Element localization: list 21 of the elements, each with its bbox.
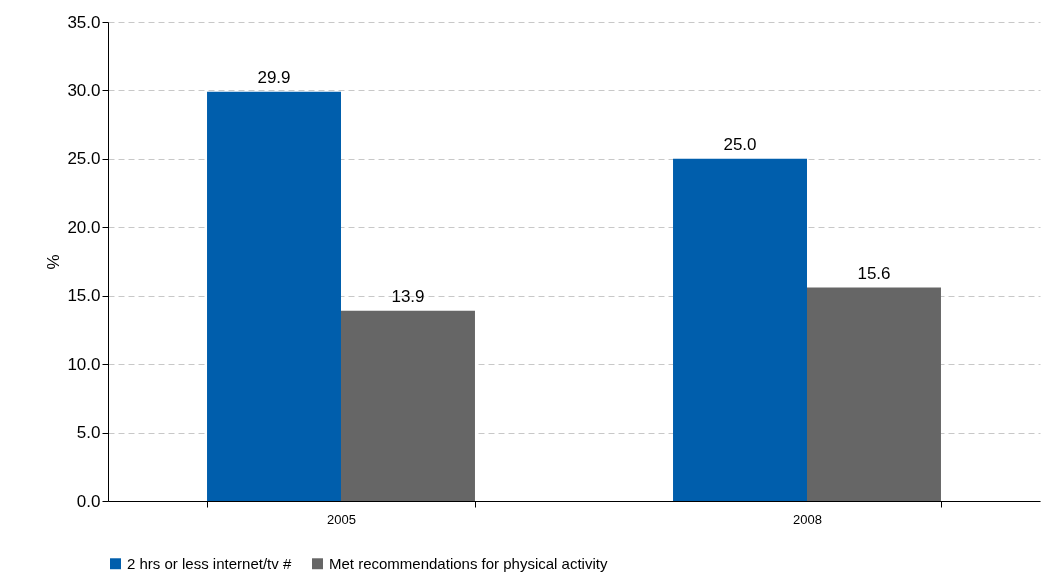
bar <box>807 287 941 501</box>
y-tick-label: 10.0 <box>67 354 101 374</box>
data-label: 15.6 <box>857 263 891 283</box>
y-tick-label: 0.0 <box>76 491 101 511</box>
bar <box>673 158 807 501</box>
y-tick-label: 15.0 <box>67 286 101 306</box>
data-label: 29.9 <box>257 67 291 87</box>
legend-label: Met recommendations for physical activity <box>329 554 608 572</box>
x-tick-label: 2008 <box>793 511 822 527</box>
bar <box>207 91 341 501</box>
y-tick-label: 35.0 <box>67 12 101 32</box>
y-tick-label: 20.0 <box>67 217 101 237</box>
y-axis-title: % <box>44 254 64 270</box>
y-tick-label: 30.0 <box>67 80 101 100</box>
data-label: 25.0 <box>723 134 757 154</box>
y-tick-label: 5.0 <box>76 423 101 443</box>
y-tick-label: 25.0 <box>67 149 101 169</box>
legend-label: 2 hrs or less internet/tv # <box>127 554 292 572</box>
bar <box>341 310 475 501</box>
data-label: 13.9 <box>391 286 425 306</box>
x-tick-label: 2005 <box>327 511 356 527</box>
